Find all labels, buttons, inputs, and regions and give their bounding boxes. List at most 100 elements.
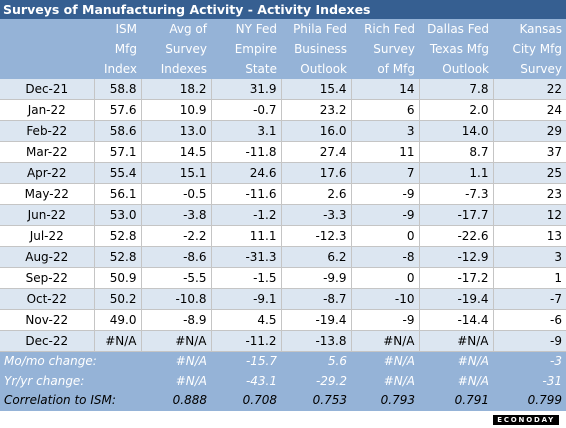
table-cell: 49.0	[93, 309, 141, 331]
row-label: Dec-21	[0, 79, 94, 100]
table-cell: 13.0	[140, 120, 211, 142]
column-header-dallas: Outlook	[419, 59, 493, 79]
row-label: Dec-22	[0, 330, 94, 352]
table-cell: -0.5	[140, 183, 211, 205]
table-cell: 6.2	[280, 246, 351, 268]
table-cell: 52.8	[93, 225, 141, 247]
table-cell: -11.2	[210, 330, 281, 352]
table-cell: -9	[350, 204, 419, 226]
table-cell: 7.8	[418, 79, 493, 100]
table-cell: -7.3	[418, 183, 493, 205]
row-label: Jan-22	[0, 99, 94, 121]
table-row: Mar-22 57.1 14.5 -11.8 27.4 11 8.7 37	[0, 141, 566, 163]
column-header-rich: of Mfg	[351, 59, 419, 79]
summary-label: Correlation to ISM:	[0, 391, 141, 411]
column-header-dallas: Texas Mfg	[419, 39, 493, 59]
table-title: Surveys of Manufacturing Activity - Acti…	[0, 0, 566, 19]
table-cell: 1.1	[418, 162, 493, 184]
header-row: Index Indexes State Outlook of Mfg Outlook Sur…	[0, 59, 566, 79]
table-cell: -9	[492, 330, 566, 352]
summary-label: Yr/yr change:	[0, 371, 141, 391]
table-cell: -1.5	[210, 267, 281, 289]
econoday-logo: ECONODAY	[493, 415, 559, 425]
column-header-phila: Phila Fed	[281, 19, 351, 39]
table-cell: 2.6	[280, 183, 351, 205]
table-cell: 14.5	[140, 141, 211, 163]
row-label: Sep-22	[0, 267, 94, 289]
table-cell: 6	[350, 99, 419, 121]
table-cell: 14.0	[418, 120, 493, 142]
table-cell: 56.1	[93, 183, 141, 205]
column-header-dallas: Dallas Fed	[419, 19, 493, 39]
column-header-month	[0, 59, 94, 79]
table-cell: -7	[492, 288, 566, 310]
table-cell: 55.4	[93, 162, 141, 184]
column-header-ism: ISM	[94, 19, 141, 39]
table-cell: -31.3	[210, 246, 281, 268]
table-cell: 18.2	[140, 79, 211, 100]
summary-cell: -15.7	[211, 351, 281, 372]
summary-cell: 5.6	[281, 351, 351, 372]
column-header-ism: Mfg	[94, 39, 141, 59]
table-cell: -8.9	[140, 309, 211, 331]
summary-cell: 0.753	[281, 391, 351, 411]
table-cell: 23	[492, 183, 566, 205]
table-cell: 3	[350, 120, 419, 142]
table-cell: 52.8	[93, 246, 141, 268]
table-row: Jun-22 53.0 -3.8 -1.2 -3.3 -9 -17.7 12	[0, 204, 566, 226]
table-cell: 25	[492, 162, 566, 184]
summary-cell: -31	[493, 371, 566, 391]
column-header-nyfed: State	[211, 59, 281, 79]
row-label: Aug-22	[0, 246, 94, 268]
table-cell: -22.6	[418, 225, 493, 247]
table-cell: -9.9	[280, 267, 351, 289]
summary-cell: -43.1	[211, 371, 281, 391]
table-cell: 57.6	[93, 99, 141, 121]
table-cell: 7	[350, 162, 419, 184]
summary-cell: -3	[493, 351, 566, 372]
table-row: Oct-22 50.2 -10.8 -9.1 -8.7 -10 -19.4 -7	[0, 288, 566, 310]
table-cell: -19.4	[418, 288, 493, 310]
table-cell: 24.6	[210, 162, 281, 184]
table-cell: -17.7	[418, 204, 493, 226]
table-cell: -0.7	[210, 99, 281, 121]
table-cell: -9	[350, 309, 419, 331]
table-cell: -3.3	[280, 204, 351, 226]
header-row: Mfg Survey Empire Business Survey Texas Mfg Ci…	[0, 39, 566, 59]
table-cell: -10.8	[140, 288, 211, 310]
summary-cell: #N/A	[141, 371, 211, 391]
summary-cell: #N/A	[351, 351, 419, 372]
row-label: Nov-22	[0, 309, 94, 331]
table-cell: -5.5	[140, 267, 211, 289]
column-header-kc: Survey	[493, 59, 566, 79]
row-label: Feb-22	[0, 120, 94, 142]
table-cell: 53.0	[93, 204, 141, 226]
table-cell: 58.8	[93, 79, 141, 100]
table-cell: #N/A	[350, 330, 419, 352]
column-header-kc: City Mfg	[493, 39, 566, 59]
table-cell: 57.1	[93, 141, 141, 163]
table-cell: 10.9	[140, 99, 211, 121]
summary-row: Mo/mo change: #N/A -15.7 5.6 #N/A #N/A -3	[0, 351, 566, 372]
table-cell: -9	[350, 183, 419, 205]
header-row: ISM Avg of NY Fed Phila Fed Rich Fed Dallas F…	[0, 19, 566, 39]
table-cell: 0	[350, 267, 419, 289]
column-header-month	[0, 19, 94, 39]
table-cell: 31.9	[210, 79, 281, 100]
table-row: Jul-22 52.8 -2.2 11.1 -12.3 0 -22.6 13	[0, 225, 566, 247]
table-cell: 8.7	[418, 141, 493, 163]
table-cell: 50.2	[93, 288, 141, 310]
table-cell: -6	[492, 309, 566, 331]
summary-label: Mo/mo change:	[0, 351, 141, 372]
table-cell: -14.4	[418, 309, 493, 331]
row-label: Jun-22	[0, 204, 94, 226]
summary-cell: 0.708	[211, 391, 281, 411]
table-cell: 4.5	[210, 309, 281, 331]
table-cell: -17.2	[418, 267, 493, 289]
table-cell: 0	[350, 225, 419, 247]
column-header-phila: Outlook	[281, 59, 351, 79]
table-cell: -11.8	[210, 141, 281, 163]
table-cell: 37	[492, 141, 566, 163]
table-cell: -12.9	[418, 246, 493, 268]
table-row: May-22 56.1 -0.5 -11.6 2.6 -9 -7.3 23	[0, 183, 566, 205]
